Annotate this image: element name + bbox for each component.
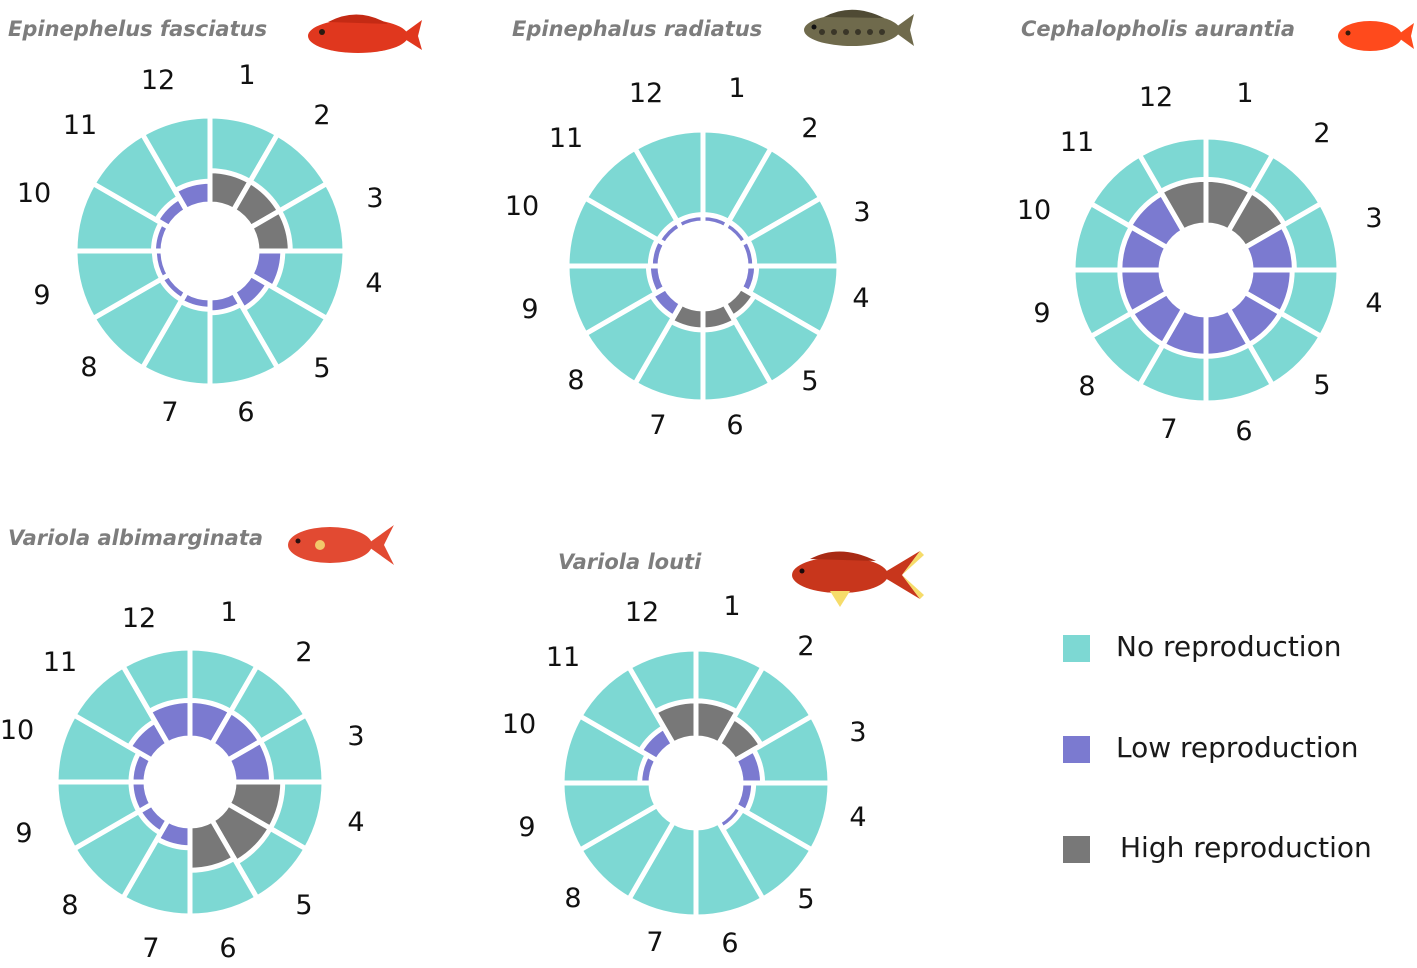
month-label: 7 — [649, 410, 666, 441]
month-label: 10 — [505, 191, 539, 222]
month-label: 11 — [1060, 127, 1094, 158]
month-label: 10 — [1017, 195, 1051, 226]
center-hole — [653, 740, 739, 826]
legend-swatch — [1063, 836, 1090, 863]
month-label: 12 — [141, 65, 175, 96]
month-label: 12 — [122, 603, 156, 634]
sector-low-reproduction — [145, 697, 193, 748]
month-label: 5 — [313, 353, 330, 384]
month-label: 7 — [161, 397, 178, 428]
month-label: 10 — [0, 715, 34, 746]
month-label: 2 — [797, 631, 814, 662]
month-label: 12 — [625, 597, 659, 628]
panels-layer: Epinephelus fasciatus123456789101112Epin… — [0, 9, 1414, 964]
month-label: 5 — [797, 884, 814, 915]
month-label: 4 — [852, 283, 869, 314]
month-label: 1 — [220, 597, 237, 628]
species-title: Epinephelus fasciatus — [8, 17, 267, 41]
legend-swatch — [1063, 736, 1090, 763]
month-label: 5 — [295, 890, 312, 921]
month-label: 2 — [313, 100, 330, 131]
legend-item: No reproduction — [1063, 630, 1341, 663]
legend-item: Low reproduction — [1063, 731, 1359, 764]
month-label: 8 — [564, 883, 581, 914]
month-label: 1 — [728, 73, 745, 104]
sector-high-reproduction — [651, 698, 699, 748]
month-label: 1 — [723, 591, 740, 622]
month-label: 9 — [33, 280, 50, 311]
month-label: 5 — [1313, 370, 1330, 401]
legend: No reproduction Low reproduction High repr… — [1063, 630, 1372, 864]
center-hole — [165, 206, 255, 296]
month-label: 1 — [1236, 78, 1253, 109]
center-hole — [148, 740, 232, 824]
month-label: 3 — [849, 717, 866, 748]
month-label: 6 — [721, 928, 738, 959]
species-title: Epinephalus radiatus — [512, 17, 762, 41]
month-label: 1 — [238, 60, 255, 91]
month-label: 11 — [63, 110, 97, 141]
month-label: 10 — [17, 178, 51, 209]
orange-fish-icon — [1338, 21, 1414, 51]
legend-item: High reproduction — [1063, 831, 1372, 864]
month-label: 4 — [1365, 288, 1382, 319]
month-label: 7 — [142, 933, 159, 964]
month-label: 5 — [801, 366, 818, 397]
sector-low-reproduction — [171, 178, 213, 214]
month-label: 6 — [219, 933, 236, 964]
center-hole — [662, 225, 744, 307]
month-label: 8 — [80, 352, 97, 383]
month-label: 11 — [549, 123, 583, 154]
legend-label: Low reproduction — [1116, 731, 1359, 764]
month-label: 3 — [347, 721, 364, 752]
month-label: 7 — [1160, 414, 1177, 445]
sector-low-reproduction — [673, 212, 706, 233]
month-label: 8 — [1078, 371, 1095, 402]
month-label: 2 — [801, 113, 818, 144]
month-label: 12 — [1139, 82, 1173, 113]
legend-label: High reproduction — [1120, 831, 1372, 864]
month-label: 9 — [518, 812, 535, 843]
month-label: 6 — [726, 410, 743, 441]
month-label: 2 — [295, 637, 312, 668]
lyretail-grouper-icon — [288, 525, 396, 565]
month-label: 4 — [365, 268, 382, 299]
month-label: 12 — [629, 78, 663, 109]
center-hole — [1163, 227, 1249, 313]
month-label: 9 — [1033, 298, 1050, 329]
month-label: 11 — [43, 647, 77, 678]
sector-high-reproduction — [1157, 176, 1209, 235]
month-label: 4 — [849, 802, 866, 833]
month-label: 10 — [502, 709, 536, 740]
month-label: 11 — [546, 642, 580, 673]
month-label: 9 — [15, 818, 32, 849]
month-label: 3 — [366, 183, 383, 214]
month-label: 6 — [237, 397, 254, 428]
month-label: 6 — [1235, 416, 1252, 447]
lunartail-grouper-icon — [792, 551, 924, 607]
species-title: Variola albimarginata — [8, 526, 263, 550]
month-label: 8 — [61, 890, 78, 921]
month-label: 3 — [853, 197, 870, 228]
month-label: 3 — [1365, 203, 1382, 234]
legend-swatch — [1063, 635, 1090, 662]
red-fish-icon — [308, 14, 422, 53]
brown-grouper-icon — [804, 9, 914, 46]
month-label: 9 — [521, 294, 538, 325]
month-label: 4 — [347, 807, 364, 838]
month-label: 2 — [1313, 118, 1330, 149]
species-title: Variola louti — [558, 550, 702, 574]
month-label: 8 — [567, 365, 584, 396]
species-title: Cephalopholis aurantia — [1021, 17, 1295, 41]
month-label: 7 — [646, 927, 663, 958]
legend-label: No reproduction — [1116, 630, 1341, 663]
